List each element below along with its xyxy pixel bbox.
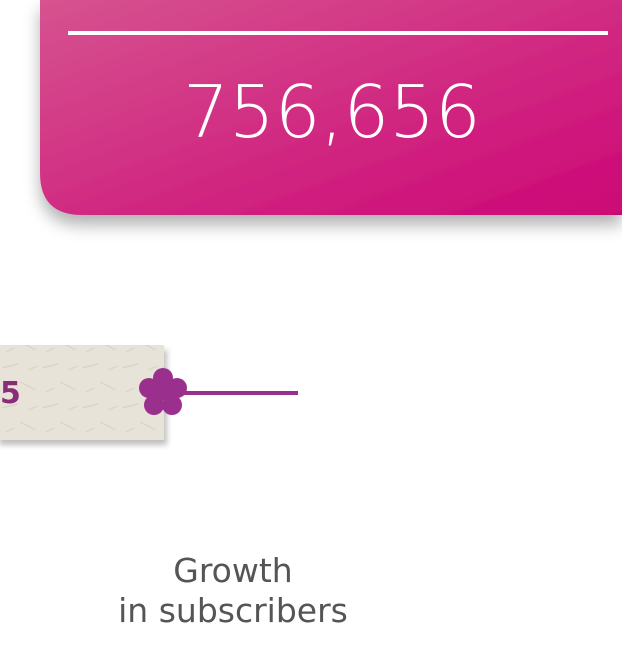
card-value: 756,656	[183, 70, 481, 154]
paper-label	[0, 345, 164, 440]
caption-line: in subscribers	[118, 591, 348, 630]
flower-icon	[139, 368, 187, 415]
caption-line: Growth	[173, 551, 292, 590]
label-text: 5	[0, 376, 21, 411]
value-card	[40, 0, 622, 215]
